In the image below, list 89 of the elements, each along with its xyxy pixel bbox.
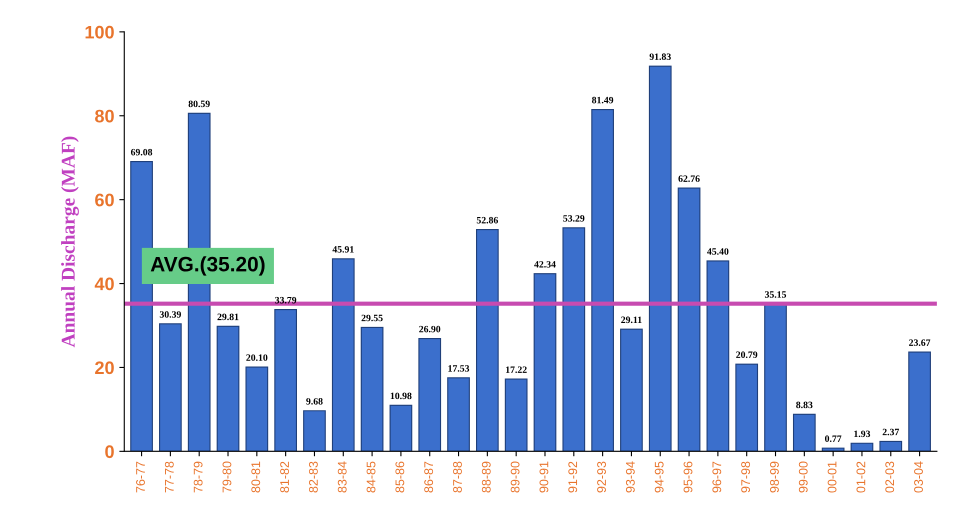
x-tick-label: 94-95 [654, 462, 664, 492]
x-tick-label: 98-99 [770, 462, 779, 492]
bar [792, 414, 816, 452]
data-label: 30.39 [160, 311, 181, 318]
x-tick-label: 82-83 [308, 462, 318, 492]
data-label: 17.53 [448, 365, 470, 372]
x-tick-label: 91-92 [568, 462, 578, 492]
x-tick-label: 85-86 [395, 462, 404, 492]
bar [332, 258, 355, 452]
bar [850, 442, 874, 452]
x-tick-label: 96-97 [712, 462, 722, 492]
x-tick-label: 00-01 [828, 462, 836, 493]
x-tick-label: 01-02 [856, 462, 866, 493]
x-tick-label: 83-84 [338, 461, 347, 492]
bar [735, 364, 758, 452]
data-label: 23.67 [909, 339, 930, 346]
data-label: 45.91 [332, 246, 354, 253]
data-label: 0.77 [825, 435, 842, 442]
data-label: 62.76 [678, 175, 700, 182]
x-tick-label: 78-79 [194, 462, 203, 492]
y-axis-title: Annual Discharge (MAF) [61, 136, 79, 348]
y-tick-label: 100 [86, 26, 114, 39]
bar [591, 108, 614, 452]
x-tick-label: 86-87 [424, 462, 434, 492]
data-label: 80.59 [188, 100, 210, 108]
x-tick-label: 80-81 [251, 462, 260, 492]
data-label: 53.29 [563, 215, 584, 222]
y-tick-label: 40 [94, 277, 114, 290]
bar [159, 323, 182, 452]
bar [447, 377, 470, 452]
bar [678, 188, 700, 452]
data-label: 42.34 [534, 261, 556, 268]
bar [648, 66, 672, 452]
data-label: 20.10 [246, 354, 268, 361]
data-label: 29.81 [217, 314, 238, 320]
data-label: 29.11 [621, 316, 642, 324]
bar [822, 448, 845, 452]
bar [274, 309, 298, 452]
x-tick-label: 88-89 [482, 462, 491, 492]
x-tick-label: 99-00 [798, 462, 808, 492]
data-label: 9.68 [306, 398, 323, 405]
data-label: 69.08 [130, 148, 152, 156]
bar [390, 404, 412, 452]
data-label: 91.83 [650, 53, 671, 60]
bar [534, 273, 556, 452]
bar [908, 352, 931, 452]
bar [476, 229, 499, 452]
bar [879, 440, 902, 452]
data-label: 17.22 [506, 366, 527, 374]
x-tick-label: 76-77 [136, 462, 145, 492]
data-label: 81.49 [592, 96, 614, 104]
data-label: 33.79 [275, 296, 296, 304]
data-label: 35.15 [764, 291, 786, 298]
x-tick-label: 95-96 [684, 462, 692, 492]
data-label: 8.83 [796, 402, 813, 408]
x-tick-label: 03-04 [914, 461, 923, 493]
bar [216, 326, 240, 452]
bar [303, 410, 326, 452]
data-label: 26.90 [419, 326, 440, 332]
bar [620, 328, 643, 452]
bar [706, 260, 730, 452]
x-tick-label: 02-03 [885, 462, 894, 493]
y-tick-label: 20 [95, 361, 114, 374]
x-tick-label: 90-91 [539, 462, 548, 492]
data-label: 45.40 [707, 248, 728, 255]
data-label: 20.79 [736, 351, 758, 358]
bar [418, 338, 442, 452]
data-label: 2.37 [882, 428, 900, 436]
y-tick-label: 0 [105, 445, 114, 458]
x-tick-label: 87-88 [453, 462, 462, 492]
ref-line-label: AVG.(35.20) [150, 256, 265, 276]
bar [360, 326, 384, 452]
x-tick-label: 77-78 [164, 462, 174, 492]
data-label: 52.86 [476, 216, 498, 224]
x-tick-label: 89-90 [510, 462, 520, 492]
x-tick-label: 84-85 [366, 462, 376, 492]
data-label: 29.55 [362, 314, 383, 322]
y-tick-label: 80 [95, 110, 114, 122]
x-tick-label: 81-82 [280, 462, 290, 492]
bar [504, 378, 528, 452]
x-tick-label: 79-80 [222, 462, 232, 492]
x-tick-label: 93-94 [626, 461, 635, 492]
y-tick-label: 60 [95, 194, 114, 206]
bar [245, 366, 268, 452]
x-tick-label: 92-93 [597, 462, 606, 492]
bar [562, 227, 586, 452]
x-tick-label: 97-98 [741, 462, 750, 492]
data-label: 10.98 [390, 392, 412, 400]
data-label: 1.93 [854, 430, 870, 438]
